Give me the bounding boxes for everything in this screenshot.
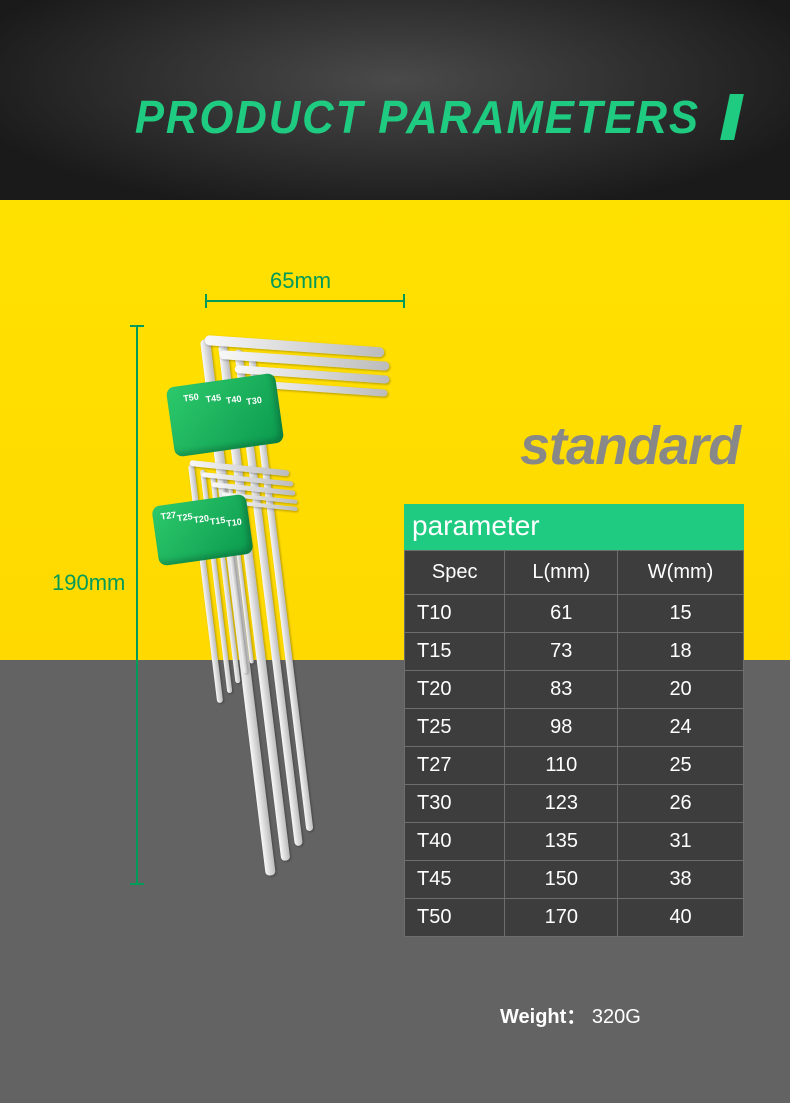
table-cell: 31 (618, 823, 744, 861)
table-cell: 83 (505, 671, 618, 709)
table-row: T3012326 (405, 785, 744, 823)
table-cell: 18 (618, 633, 744, 671)
table-cell: 61 (505, 595, 618, 633)
table-row: T4515038 (405, 861, 744, 899)
table-row: T208320 (405, 671, 744, 709)
weight-value: 320G (592, 1006, 641, 1028)
title-text: PRODUCT PARAMETERS (135, 90, 700, 144)
table-cell: T10 (405, 595, 505, 633)
table-cell: 98 (505, 709, 618, 747)
table-cell: T30 (405, 785, 505, 823)
table-cell: 20 (618, 671, 744, 709)
parameter-header: parameter (404, 504, 744, 550)
table-row: T157318 (405, 633, 744, 671)
product-illustration: T50 T45 T40 T30 T27 T25 T20 T15 T10 (100, 300, 440, 900)
table-row: T4013531 (405, 823, 744, 861)
table-cell: T15 (405, 633, 505, 671)
variant-label: standard (520, 415, 740, 477)
table-row: T259824 (405, 709, 744, 747)
table-row: T2711025 (405, 747, 744, 785)
table-cell: T40 (405, 823, 505, 861)
table-cell: 170 (505, 899, 618, 937)
table-cell: T27 (405, 747, 505, 785)
col-w: W(mm) (618, 551, 744, 595)
table-cell: 135 (505, 823, 618, 861)
col-l: L(mm) (505, 551, 618, 595)
table-cell: 26 (618, 785, 744, 823)
table-cell: 110 (505, 747, 618, 785)
table-cell: T45 (405, 861, 505, 899)
table-cell: 73 (505, 633, 618, 671)
table-cell: 40 (618, 899, 744, 937)
table-cell: T50 (405, 899, 505, 937)
table-cell: 150 (505, 861, 618, 899)
table-cell: 38 (618, 861, 744, 899)
page-title: PRODUCT PARAMETERS (120, 90, 739, 144)
table-cell: 24 (618, 709, 744, 747)
table-row: T106115 (405, 595, 744, 633)
table-cell: 123 (505, 785, 618, 823)
weight-label: Weight： (500, 1006, 586, 1028)
table-row: T5017040 (405, 899, 744, 937)
parameter-table-box: parameter Spec L(mm) W(mm) T106115T15731… (404, 504, 744, 937)
table-cell: 15 (618, 595, 744, 633)
dimension-width-label: 65mm (270, 268, 331, 294)
col-spec: Spec (405, 551, 505, 595)
table-cell: T25 (405, 709, 505, 747)
weight-line: Weight： 320G (500, 1000, 641, 1029)
holder-top: T50 T45 T40 T30 (166, 373, 285, 458)
table-cell: 25 (618, 747, 744, 785)
parameter-table: Spec L(mm) W(mm) T106115T157318T208320T2… (404, 550, 744, 937)
table-cell: T20 (405, 671, 505, 709)
